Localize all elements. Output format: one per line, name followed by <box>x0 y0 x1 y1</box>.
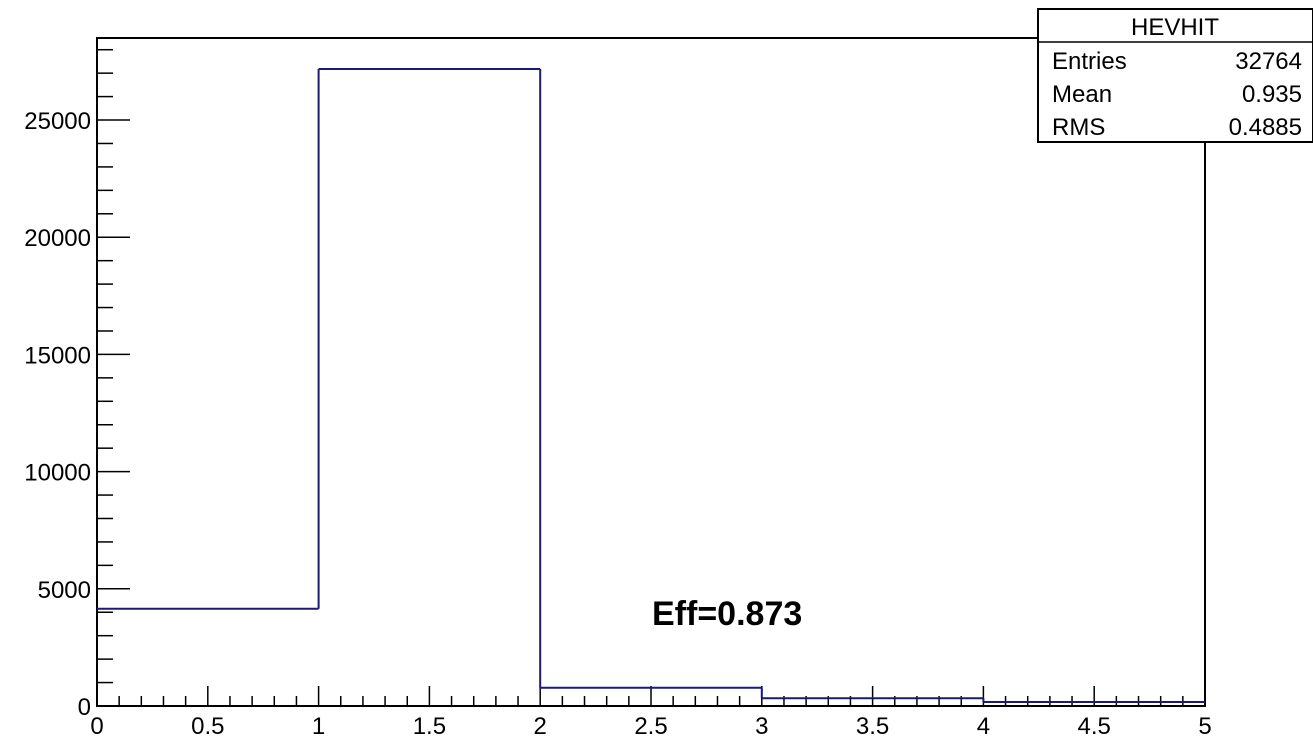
x-tick-label: 4.5 <box>1078 713 1111 740</box>
y-tick-labels: 0 5000 10000 15000 20000 25000 <box>24 108 91 721</box>
stats-box-frame <box>1037 8 1313 143</box>
x-tick-label: 2.5 <box>634 713 667 740</box>
y-tick-label: 20000 <box>24 225 91 252</box>
y-tick-label: 0 <box>78 694 91 721</box>
stats-rms-value: 0.4885 <box>1229 114 1302 141</box>
x-tick-labels: 0 0.5 1 1.5 2 2.5 3 3.5 4 4.5 5 <box>90 713 1211 740</box>
x-tick-label: 3 <box>755 713 768 740</box>
y-tick-label: 10000 <box>24 460 91 487</box>
stats-rms-label: RMS <box>1052 114 1105 141</box>
x-tick-label: 2 <box>534 713 547 740</box>
y-tick-label: 15000 <box>24 342 91 369</box>
x-tick-label: 3.5 <box>856 713 889 740</box>
stats-mean-value: 0.935 <box>1242 81 1302 108</box>
x-tick-label: 1.5 <box>413 713 446 740</box>
x-tick-label: 5 <box>1198 713 1211 740</box>
stats-box-title: HEVHIT <box>1131 14 1219 41</box>
stats-entries-label: Entries <box>1052 48 1127 75</box>
stats-mean-label: Mean <box>1052 81 1112 108</box>
stats-box: HEVHIT Entries 32764 Mean 0.935 RMS 0.48… <box>1037 8 1313 143</box>
x-tick-label: 4 <box>977 713 990 740</box>
y-tick-label: 25000 <box>24 108 91 135</box>
histogram-series <box>97 67 1205 704</box>
stats-entries-value: 32764 <box>1235 48 1302 75</box>
x-tick-label: 1 <box>312 713 325 740</box>
axis-ticks <box>96 48 1206 707</box>
x-tick-label: 0 <box>90 713 103 740</box>
y-tick-label: 5000 <box>38 577 91 604</box>
efficiency-annotation: Eff=0.873 <box>652 595 802 633</box>
x-tick-label: 0.5 <box>191 713 224 740</box>
